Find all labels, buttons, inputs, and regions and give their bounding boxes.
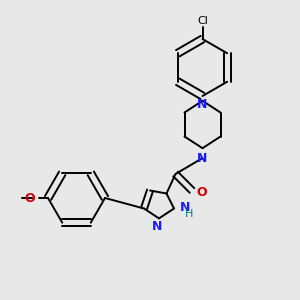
Text: N: N <box>179 201 190 214</box>
Text: N: N <box>152 220 163 233</box>
Text: O: O <box>196 185 206 199</box>
Text: H: H <box>184 209 193 219</box>
Text: Cl: Cl <box>197 16 208 26</box>
Text: N: N <box>197 98 208 110</box>
Text: N: N <box>197 152 208 165</box>
Text: O: O <box>25 191 35 205</box>
